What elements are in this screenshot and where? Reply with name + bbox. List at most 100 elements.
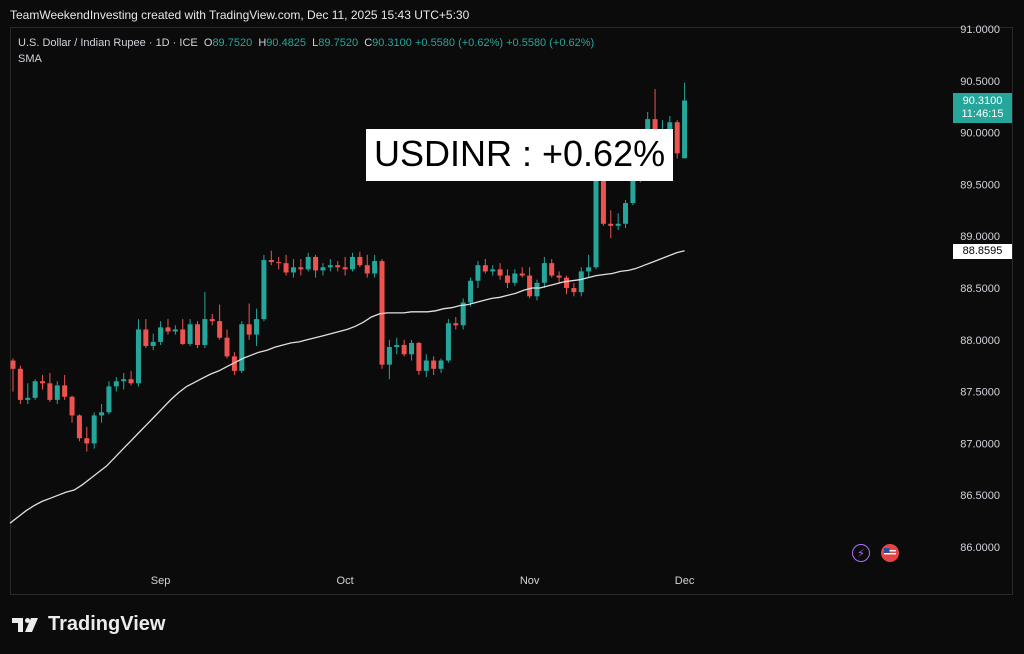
candle-body bbox=[674, 122, 680, 154]
lightning-icon[interactable]: ⚡ bbox=[852, 544, 870, 562]
candle bbox=[121, 372, 127, 390]
candle bbox=[231, 352, 237, 376]
candle bbox=[674, 120, 680, 159]
candle bbox=[113, 377, 119, 392]
candle bbox=[239, 321, 245, 373]
candle bbox=[84, 426, 90, 452]
candle-body bbox=[254, 319, 260, 335]
candle-body bbox=[172, 329, 178, 332]
candle bbox=[254, 308, 260, 347]
candle bbox=[460, 298, 466, 330]
y-tick-label: 86.0000 bbox=[960, 542, 1000, 554]
candle-body bbox=[482, 265, 488, 272]
candle bbox=[290, 258, 296, 278]
x-tick-label: Sep bbox=[151, 575, 171, 587]
candle bbox=[586, 254, 592, 278]
candle-body bbox=[615, 223, 621, 226]
candle bbox=[394, 337, 400, 355]
candle bbox=[409, 339, 415, 361]
candle bbox=[165, 319, 171, 335]
candle-body bbox=[379, 261, 385, 365]
candle-body bbox=[150, 341, 156, 347]
candle bbox=[541, 256, 547, 288]
x-tick-label: Dec bbox=[675, 575, 695, 587]
candle bbox=[593, 163, 599, 270]
tradingview-brand[interactable]: TradingView bbox=[12, 613, 165, 636]
candle-body bbox=[468, 280, 474, 303]
candle bbox=[10, 358, 16, 392]
candle bbox=[305, 252, 311, 272]
candle bbox=[512, 269, 518, 286]
candle bbox=[261, 254, 267, 322]
candle-body bbox=[527, 275, 533, 297]
candle-body bbox=[460, 302, 466, 326]
y-tick-label: 90.0000 bbox=[960, 128, 1000, 140]
candle-body bbox=[608, 223, 614, 226]
us-flag-icon[interactable] bbox=[881, 544, 899, 562]
candle bbox=[468, 277, 474, 307]
candle bbox=[386, 339, 392, 380]
candle-body bbox=[409, 342, 415, 355]
brand-name: TradingView bbox=[48, 613, 166, 635]
candle-body bbox=[143, 329, 149, 347]
candle-body bbox=[497, 269, 503, 276]
candle-body bbox=[25, 397, 31, 400]
candle bbox=[313, 254, 319, 278]
candle-body bbox=[180, 329, 186, 344]
candle-body bbox=[298, 267, 304, 270]
x-tick-label: Oct bbox=[337, 575, 354, 587]
sma-indicator-label[interactable]: SMA bbox=[18, 53, 42, 65]
candle bbox=[91, 412, 97, 449]
candle-body bbox=[423, 360, 429, 371]
candle bbox=[445, 319, 451, 363]
tradingview-logo-icon bbox=[12, 617, 38, 632]
candle bbox=[99, 404, 105, 423]
candle-body bbox=[84, 438, 90, 444]
candle-body bbox=[261, 260, 267, 320]
candle bbox=[135, 319, 141, 387]
candle-body bbox=[512, 273, 518, 283]
price-axis: 91.0000 90.5000 90.0000 89.5000 89.0000 88.50… bbox=[960, 24, 1000, 554]
candle-body bbox=[54, 385, 60, 400]
candle bbox=[482, 258, 488, 274]
candle bbox=[69, 395, 75, 423]
candle-body bbox=[682, 100, 688, 159]
candle-body bbox=[231, 356, 237, 371]
candle bbox=[475, 261, 481, 288]
candle-body bbox=[445, 323, 451, 361]
candle bbox=[327, 258, 333, 272]
candle-body bbox=[349, 256, 355, 270]
last-price-tag: 90.3100 11:46:15 bbox=[953, 93, 1012, 124]
candle bbox=[268, 250, 274, 266]
candle bbox=[453, 317, 459, 330]
candle-body bbox=[623, 203, 629, 224]
candle bbox=[202, 292, 208, 349]
candle-body bbox=[556, 275, 562, 278]
y-tick-label: 86.5000 bbox=[960, 490, 1000, 502]
candle-body bbox=[187, 324, 193, 344]
candle-body bbox=[40, 381, 46, 384]
candle-body bbox=[268, 260, 274, 263]
candle bbox=[682, 82, 688, 159]
y-tick-label: 90.5000 bbox=[960, 76, 1000, 88]
candle bbox=[357, 251, 363, 268]
candle bbox=[623, 199, 629, 228]
bar-countdown: 11:46:15 bbox=[961, 108, 1004, 121]
x-tick-label: Nov bbox=[520, 575, 540, 587]
candle-body bbox=[394, 344, 400, 348]
candle-body bbox=[195, 324, 200, 345]
candle-body bbox=[630, 179, 636, 204]
candle bbox=[47, 372, 53, 402]
candle bbox=[364, 254, 370, 278]
candle bbox=[25, 383, 31, 405]
candle bbox=[17, 365, 23, 405]
y-tick-label: 89.5000 bbox=[960, 179, 1000, 191]
candle bbox=[401, 339, 407, 357]
candle bbox=[209, 313, 215, 326]
candle-body bbox=[76, 415, 82, 439]
candle-body bbox=[224, 337, 230, 357]
candle bbox=[504, 269, 510, 288]
y-tick-label: 87.5000 bbox=[960, 387, 1000, 399]
candle-body bbox=[283, 263, 289, 273]
